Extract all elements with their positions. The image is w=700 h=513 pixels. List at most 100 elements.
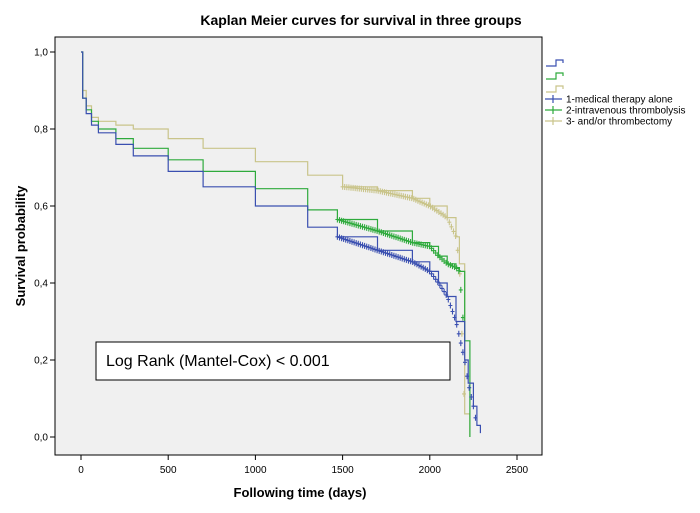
censor-mark bbox=[442, 258, 447, 264]
censor-mark bbox=[343, 218, 348, 225]
censor-mark bbox=[370, 226, 375, 233]
censor-mark bbox=[381, 230, 386, 236]
y-tick-label: 0,2 bbox=[34, 356, 48, 367]
censor-mark bbox=[444, 259, 449, 266]
censor-mark bbox=[356, 222, 361, 229]
annotation-frame bbox=[95, 341, 451, 381]
censor-mark bbox=[471, 403, 476, 410]
censor-mark bbox=[364, 224, 369, 231]
censor-mark bbox=[420, 199, 425, 206]
censor-mark bbox=[434, 207, 439, 214]
censor-mark bbox=[350, 238, 354, 245]
censor-mark bbox=[429, 245, 434, 252]
annotation-box: Log Rank (Mantel-Cox) < 0.001 bbox=[95, 341, 451, 381]
censor-mark bbox=[335, 233, 340, 240]
censor-mark bbox=[411, 195, 416, 202]
censor-mark bbox=[455, 247, 460, 254]
censor-mark bbox=[433, 250, 438, 256]
censor-mark bbox=[441, 211, 446, 218]
series-layer bbox=[81, 51, 481, 437]
censor-mark bbox=[345, 219, 350, 226]
censor-mark bbox=[450, 263, 455, 270]
censor-mark bbox=[402, 256, 407, 263]
censor-mark bbox=[440, 256, 444, 263]
censor-mark bbox=[460, 349, 465, 356]
x-tick-label: 1000 bbox=[244, 465, 267, 476]
censor-mark bbox=[404, 256, 409, 263]
censor-mark bbox=[447, 219, 452, 226]
censor-mark bbox=[358, 223, 363, 230]
censor-mark bbox=[421, 264, 426, 271]
censor-mark bbox=[396, 254, 401, 261]
censor-mark bbox=[368, 226, 373, 233]
censor-mark bbox=[360, 223, 365, 230]
legend-label: 3- and/or thrombectomy bbox=[566, 117, 672, 128]
censor-mark bbox=[450, 308, 455, 315]
censor-mark bbox=[473, 414, 478, 421]
censor-mark bbox=[375, 247, 380, 254]
censor-mark bbox=[394, 234, 398, 241]
log-rank-annotation: Log Rank (Mantel-Cox) < 0.001 bbox=[106, 353, 330, 370]
censor-mark bbox=[422, 200, 427, 207]
y-tick-label: 0,6 bbox=[34, 202, 48, 213]
censor-mark bbox=[337, 234, 342, 241]
censor-mark bbox=[436, 209, 441, 215]
censor-mark bbox=[362, 242, 367, 249]
censor-mark bbox=[396, 234, 401, 241]
censor-mark bbox=[452, 264, 457, 270]
x-axis-label: Following time (days) bbox=[234, 485, 367, 500]
censor-mark bbox=[435, 252, 440, 259]
censor-mark bbox=[453, 233, 458, 239]
censor-mark bbox=[433, 276, 438, 283]
censor-mark bbox=[456, 330, 461, 337]
censor-mark bbox=[373, 227, 377, 234]
legend-label: 2-intravenous thrombolysis bbox=[566, 106, 686, 117]
x-tick-label: 2000 bbox=[419, 465, 442, 476]
censor-mark bbox=[463, 359, 467, 366]
censor-mark bbox=[366, 225, 371, 232]
censor-mark bbox=[406, 238, 411, 245]
censor-mark bbox=[423, 265, 428, 272]
censor-mark bbox=[409, 195, 414, 202]
censor-mark bbox=[419, 263, 424, 270]
legend-step-swatch bbox=[546, 72, 564, 80]
censor-mark bbox=[352, 239, 357, 246]
censor-mark bbox=[398, 235, 403, 242]
legend-censor-swatch bbox=[545, 106, 562, 114]
censor-mark bbox=[377, 247, 382, 254]
censor-mark bbox=[465, 373, 470, 380]
censor-mark bbox=[381, 249, 386, 256]
censor-mark bbox=[358, 241, 363, 248]
censor-mark bbox=[429, 270, 434, 277]
censor-mark bbox=[364, 243, 369, 250]
censor-mark bbox=[467, 384, 472, 391]
censor-mark bbox=[379, 229, 384, 236]
censor-mark bbox=[408, 239, 413, 245]
censor-mark bbox=[402, 236, 407, 243]
censor-mark bbox=[389, 252, 394, 258]
censor-mark bbox=[431, 273, 436, 280]
x-tick-label: 1500 bbox=[331, 465, 354, 476]
censor-mark bbox=[375, 227, 380, 234]
y-axis-label: Survival probability bbox=[13, 185, 28, 306]
censor-mark bbox=[385, 231, 390, 238]
censor-mark bbox=[446, 261, 451, 268]
censor-mark bbox=[341, 235, 346, 242]
x-tick-label: 0 bbox=[78, 465, 84, 476]
censor-mark bbox=[437, 282, 442, 289]
censor-mark bbox=[400, 255, 405, 262]
series-group bbox=[81, 51, 471, 437]
censor-mark bbox=[377, 228, 382, 235]
censor-mark bbox=[439, 210, 443, 217]
censor-mark bbox=[424, 201, 429, 208]
censor-mark bbox=[437, 254, 442, 261]
censor-mark bbox=[343, 236, 348, 243]
censor-mark bbox=[354, 240, 359, 247]
censor-mark bbox=[347, 220, 352, 227]
legend-item: 1-medical therapy alone bbox=[545, 95, 673, 106]
censor-mark bbox=[452, 314, 457, 321]
censor-mark bbox=[379, 248, 384, 255]
